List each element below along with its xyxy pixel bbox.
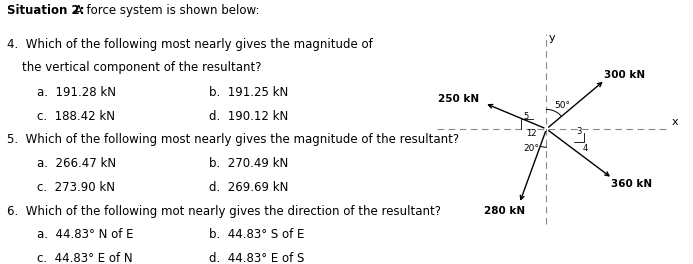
Text: b.  44.83° S of E: b. 44.83° S of E (209, 228, 304, 241)
Text: 5.  Which of the following most nearly gives the magnitude of the resultant?: 5. Which of the following most nearly gi… (7, 133, 459, 146)
Text: 3: 3 (576, 127, 581, 136)
Text: d.  269.69 kN: d. 269.69 kN (209, 181, 288, 194)
Text: 4.  Which of the following most nearly gives the magnitude of: 4. Which of the following most nearly gi… (7, 38, 373, 51)
Text: b.  191.25 kN: b. 191.25 kN (209, 86, 288, 99)
Text: 4: 4 (582, 144, 588, 153)
Text: 250 kN: 250 kN (438, 94, 480, 104)
Text: y: y (549, 33, 556, 43)
Text: b.  270.49 kN: b. 270.49 kN (209, 157, 288, 170)
Text: 12: 12 (527, 129, 537, 138)
Text: c.  273.90 kN: c. 273.90 kN (37, 181, 115, 194)
Text: d.  190.12 kN: d. 190.12 kN (209, 110, 288, 122)
Text: a.  44.83° N of E: a. 44.83° N of E (37, 228, 134, 241)
Text: a.  191.28 kN: a. 191.28 kN (37, 86, 116, 99)
Text: 280 kN: 280 kN (484, 206, 525, 216)
Text: d.  44.83° E of S: d. 44.83° E of S (209, 252, 304, 264)
Text: 360 kN: 360 kN (611, 179, 653, 189)
Text: 50°: 50° (554, 101, 570, 110)
Text: c.  188.42 kN: c. 188.42 kN (37, 110, 115, 122)
Text: 20°: 20° (523, 144, 539, 153)
Text: 300 kN: 300 kN (604, 70, 645, 80)
Text: a.  266.47 kN: a. 266.47 kN (37, 157, 116, 170)
Text: 5: 5 (523, 112, 528, 121)
Text: x: x (672, 117, 678, 127)
Text: the vertical component of the resultant?: the vertical component of the resultant? (7, 61, 261, 74)
Text: Situation 2:: Situation 2: (7, 4, 85, 17)
Text: 6.  Which of the following mot nearly gives the direction of the resultant?: 6. Which of the following mot nearly giv… (7, 205, 441, 218)
Text: c.  44.83° E of N: c. 44.83° E of N (37, 252, 132, 264)
Text: A force system is shown below:: A force system is shown below: (71, 4, 259, 17)
